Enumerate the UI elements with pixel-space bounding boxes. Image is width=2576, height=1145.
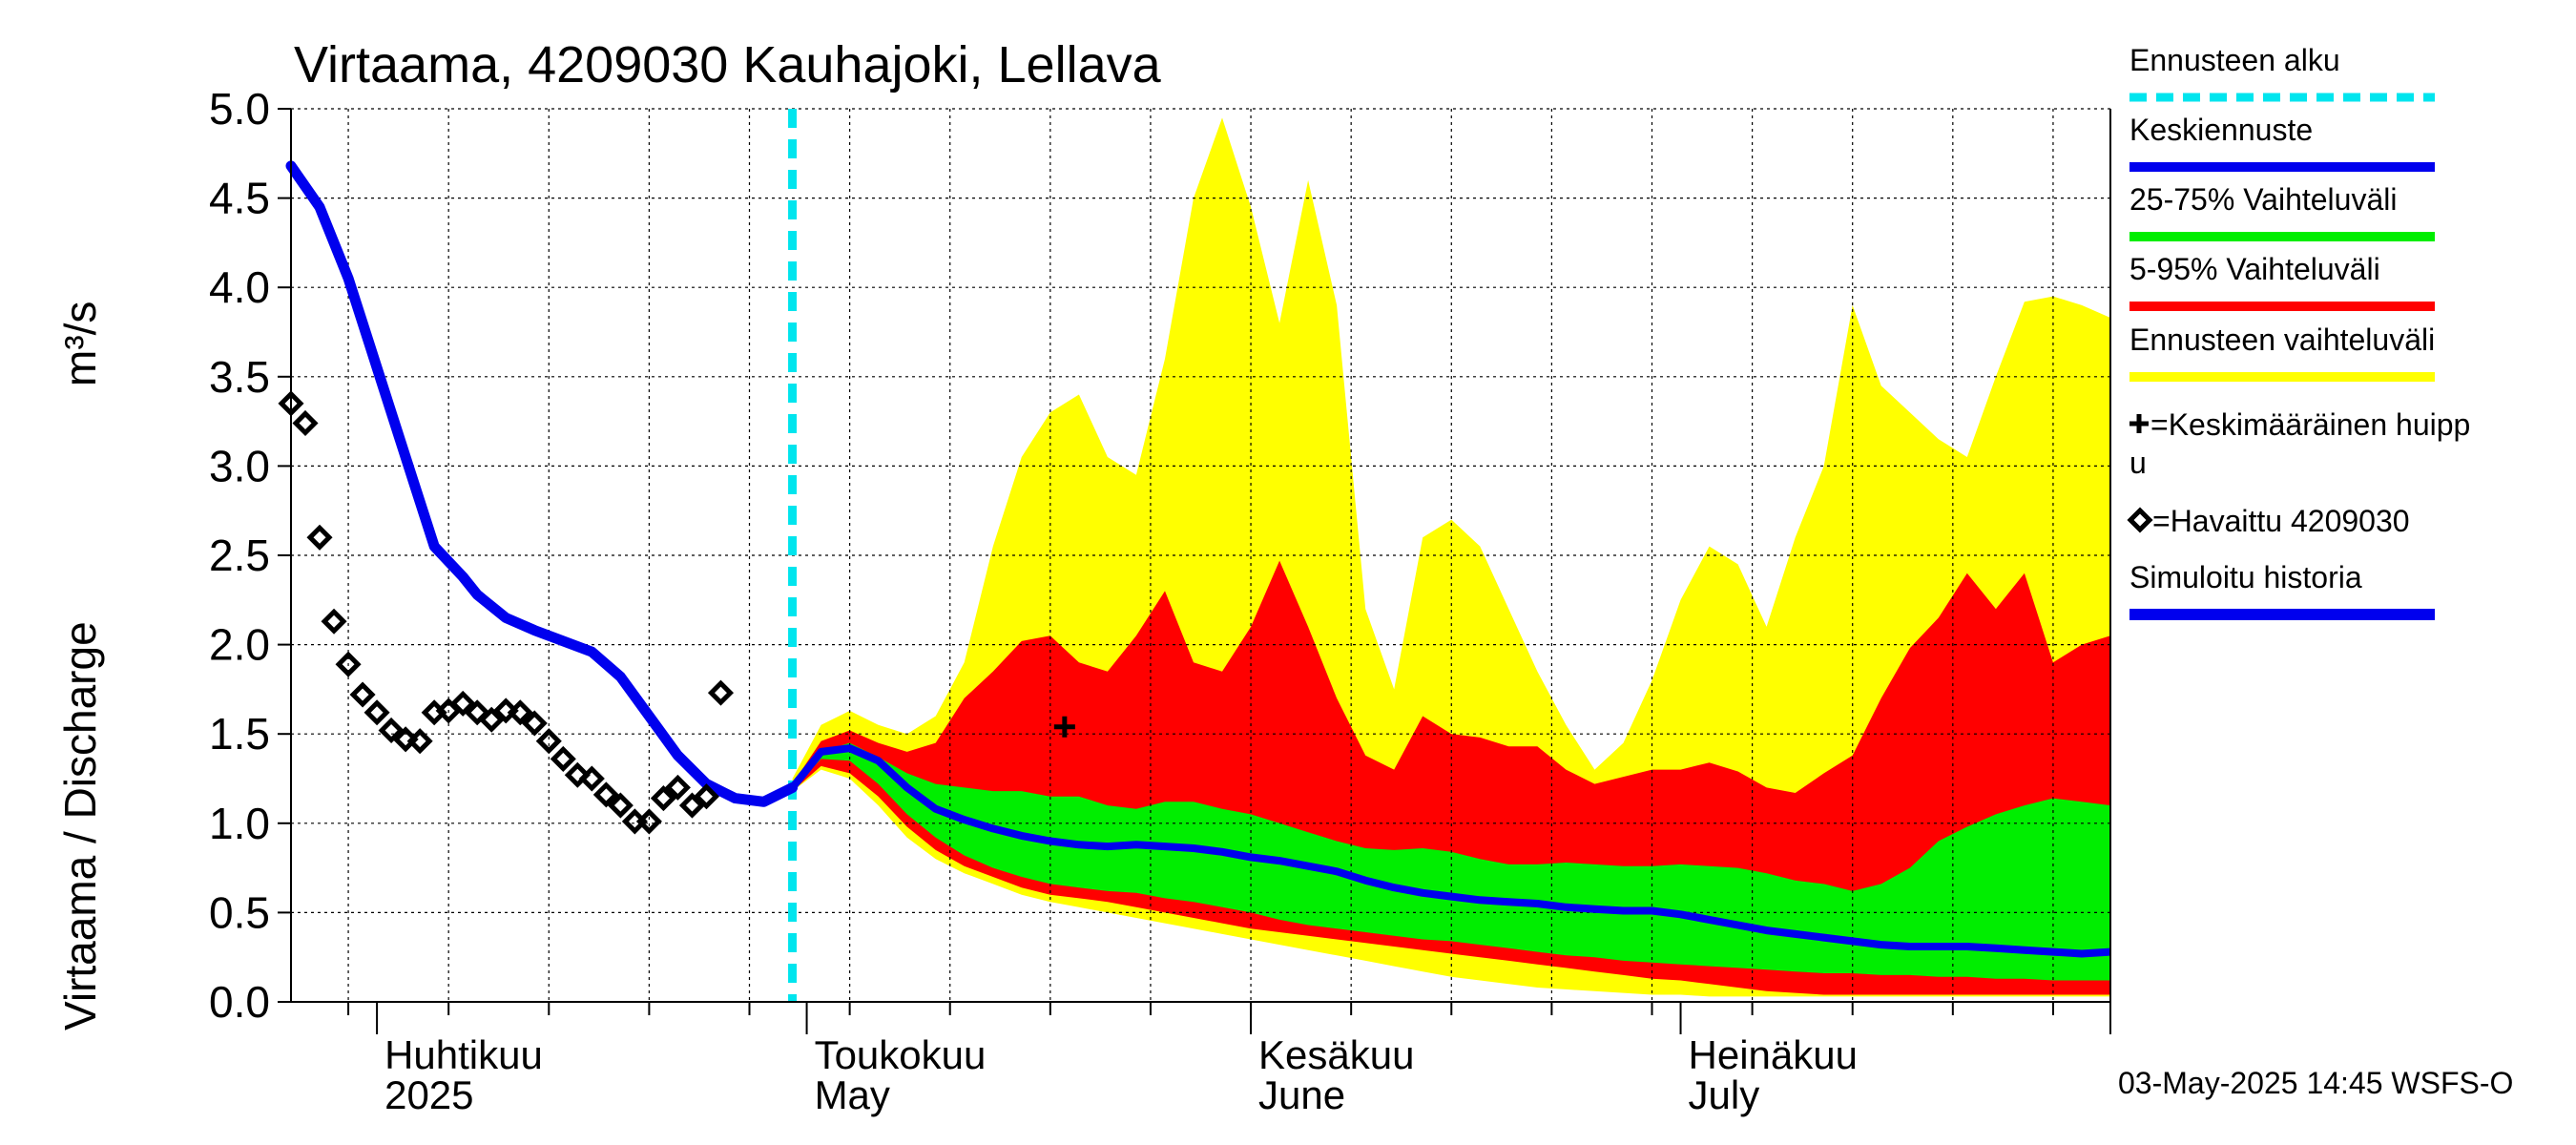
x-month-label: Kesäkuu	[1258, 1032, 1414, 1077]
band-25-75	[792, 742, 2110, 981]
observed-point	[664, 774, 691, 801]
y-tick-label: 1.5	[209, 709, 270, 759]
y-axis-unit: m³/s	[55, 302, 105, 386]
legend-diamond-icon	[2127, 507, 2153, 533]
observed-point	[406, 728, 433, 755]
y-tick-label: 5.0	[209, 84, 270, 134]
legend-label: 25-75% Vaihteluväli	[2129, 182, 2397, 217]
observed-point	[693, 783, 719, 810]
x-month-label: Toukokuu	[815, 1032, 987, 1077]
legend-label-wrap: u	[2129, 446, 2147, 480]
legend-label: 5-95% Vaihteluväli	[2129, 252, 2380, 286]
observed-point	[321, 608, 347, 635]
observed-point	[550, 745, 576, 772]
observed-point	[564, 761, 591, 788]
observed-point	[578, 765, 605, 792]
y-tick-label: 0.0	[209, 977, 270, 1027]
observed-point	[492, 697, 519, 724]
y-tick-label: 2.5	[209, 531, 270, 580]
axes: 0.0 0.5 1.0 1.5 2.0 2.5 3.0 3.5 4.0 4.5 5.0 Huhtiku…	[209, 84, 2111, 1117]
legend: Ennusteen alku Keskiennuste 25-75% Vaihtel…	[2127, 43, 2470, 620]
x-month-sublabel: May	[815, 1072, 890, 1117]
y-tick-label: 0.5	[209, 887, 270, 937]
legend-label: =Havaittu 4209030	[2152, 504, 2410, 538]
y-tick-label: 3.5	[209, 352, 270, 402]
observed-point	[392, 726, 419, 753]
observed-point	[707, 679, 735, 706]
observed-point	[650, 785, 676, 812]
observed-point	[378, 717, 405, 743]
y-tick-label: 1.0	[209, 799, 270, 848]
observed-point	[478, 706, 505, 733]
legend-label: =Keskimääräinen huipp	[2150, 407, 2470, 442]
observed-point	[607, 792, 634, 819]
y-axis-label: Virtaama / Discharge	[55, 621, 105, 1030]
observed-points	[278, 390, 1075, 835]
legend-label: Ennusteen alku	[2129, 43, 2340, 77]
timestamp-footer: 03-May-2025 14:45 WSFS-O	[2118, 1066, 2513, 1100]
legend-label: Keskiennuste	[2129, 113, 2313, 147]
y-tick-label: 4.0	[209, 262, 270, 312]
observed-point	[507, 699, 533, 726]
x-month-sublabel: 2025	[384, 1072, 473, 1117]
chart-title: Virtaama, 4209030 Kauhajoki, Lellava	[294, 36, 1162, 94]
legend-label: Ennusteen vaihteluväli	[2129, 323, 2435, 357]
observed-point	[292, 409, 319, 437]
observed-point	[521, 710, 548, 737]
mean-peak-marker	[1053, 716, 1075, 738]
legend-plus-icon	[2129, 414, 2149, 433]
x-month-label: Huhtikuu	[384, 1032, 543, 1077]
y-tick-label: 3.0	[209, 441, 270, 490]
y-tick-label: 4.5	[209, 174, 270, 223]
observed-point	[535, 728, 562, 755]
legend-label: Simuloitu historia	[2129, 560, 2362, 594]
observed-point	[635, 808, 662, 835]
observed-point	[349, 681, 376, 708]
observed-point	[306, 524, 333, 551]
x-month-sublabel: June	[1258, 1072, 1345, 1117]
observed-point	[592, 781, 619, 808]
x-month-sublabel: July	[1689, 1072, 1760, 1117]
observed-point	[449, 690, 476, 717]
x-month-label: Heinäkuu	[1689, 1032, 1858, 1077]
observed-point	[335, 651, 362, 677]
y-tick-label: 2.0	[209, 620, 270, 670]
observed-point	[678, 792, 705, 819]
median-forecast-line	[789, 744, 2111, 958]
observed-point	[464, 699, 490, 726]
observed-point	[364, 699, 390, 726]
grid	[291, 108, 2110, 1003]
